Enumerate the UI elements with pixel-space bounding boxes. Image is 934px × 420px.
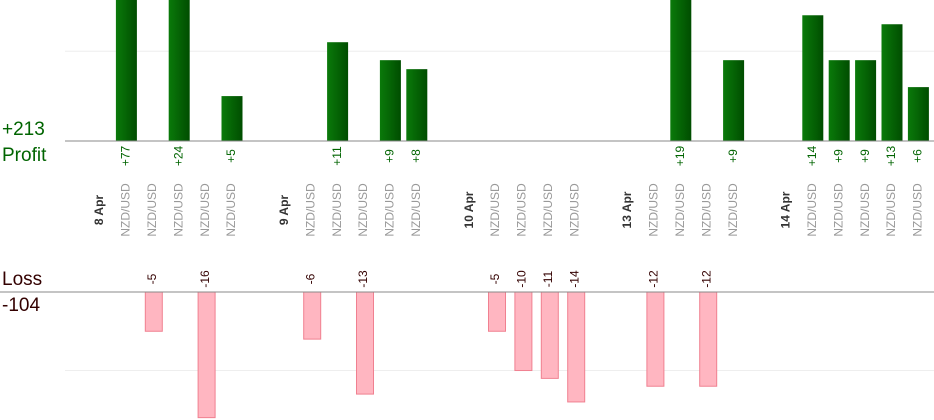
profit-value-label: +9 [831, 149, 845, 163]
symbol-label: NZD/USD [858, 183, 872, 237]
profit-bar [723, 60, 745, 141]
loss-value-label: -11 [541, 270, 555, 287]
date-label: 8 Apr [92, 195, 106, 226]
profit-value-label: +8 [409, 149, 423, 163]
symbol-label: NZD/USD [515, 183, 529, 237]
profit-bar [802, 15, 824, 141]
loss-value-label: -16 [198, 270, 212, 288]
loss-value-label: -5 [145, 273, 159, 284]
loss-value-label: -12 [647, 270, 661, 288]
profit-bar [327, 42, 349, 141]
loss-bar [197, 291, 216, 419]
profit-bar [828, 60, 850, 141]
symbol-label: NZD/USD [488, 183, 502, 237]
symbol-label: NZD/USD [884, 183, 898, 237]
loss-value-label: -5 [488, 273, 502, 284]
profit-value-label: +9 [383, 149, 397, 163]
profit-total: +213 [2, 119, 45, 140]
loss-bar [699, 291, 718, 387]
profit-value-label: +6 [911, 149, 925, 163]
loss-label: Loss [2, 269, 42, 290]
symbol-label: NZD/USD [119, 183, 133, 237]
symbol-label: NZD/USD [541, 183, 555, 237]
symbol-label: NZD/USD [383, 183, 397, 237]
loss-value-label: -12 [699, 270, 713, 288]
profit-bar [379, 60, 401, 141]
symbol-label: NZD/USD [831, 183, 845, 237]
date-label: 10 Apr [462, 191, 476, 228]
profit-bar [221, 96, 243, 141]
date-label: 14 Apr [779, 191, 793, 228]
profit-bar [855, 60, 877, 141]
symbol-label: NZD/USD [673, 183, 687, 237]
profit-bar [406, 69, 428, 141]
symbol-label: NZD/USD [409, 183, 423, 237]
loss-bar [356, 291, 374, 395]
loss-value-label: -14 [567, 270, 581, 288]
profit-bar [907, 87, 929, 141]
symbol-label: NZD/USD [805, 183, 819, 237]
symbol-label: NZD/USD [303, 183, 317, 237]
profit-bar [115, 0, 137, 141]
loss-value-label: -6 [303, 273, 317, 284]
symbol-label: NZD/USD [699, 183, 713, 237]
profit-bar [168, 0, 190, 141]
profit-value-label: +13 [884, 145, 898, 166]
loss-bar [540, 291, 559, 379]
symbol-label: NZD/USD [647, 183, 661, 237]
profit-value-label: +9 [858, 149, 872, 163]
loss-bar [514, 291, 533, 372]
profit-value-label: +77 [119, 145, 133, 166]
loss-bar [488, 291, 506, 332]
date-label: 13 Apr [620, 191, 634, 228]
profit-bar [670, 0, 692, 141]
symbol-label: NZD/USD [330, 183, 344, 237]
profit-label: Profit [2, 145, 47, 166]
profit-value-label: +14 [805, 145, 819, 166]
profit-value-label: +19 [673, 145, 687, 166]
loss-bar [567, 291, 586, 403]
loss-total: -104 [2, 295, 40, 316]
profit-value-label: +5 [224, 149, 238, 163]
symbol-label: NZD/USD [171, 183, 185, 237]
loss-bar [646, 291, 665, 387]
loss-bar [303, 291, 322, 340]
profit-value-label: +24 [171, 145, 185, 166]
profit-value-label: +11 [330, 146, 344, 166]
loss-bar [144, 291, 163, 332]
symbol-label: NZD/USD [356, 183, 370, 237]
symbol-label: NZD/USD [145, 183, 159, 237]
symbol-label: NZD/USD [567, 183, 581, 237]
loss-value-label: -13 [356, 270, 370, 288]
symbol-label: NZD/USD [224, 183, 238, 237]
symbol-label: NZD/USD [911, 183, 925, 237]
profit-value-label: +9 [726, 149, 740, 163]
profit-bar [881, 24, 903, 142]
symbol-label: NZD/USD [726, 183, 740, 237]
loss-value-label: -10 [515, 270, 529, 288]
date-label: 9 Apr [277, 195, 291, 226]
symbol-label: NZD/USD [198, 183, 212, 237]
